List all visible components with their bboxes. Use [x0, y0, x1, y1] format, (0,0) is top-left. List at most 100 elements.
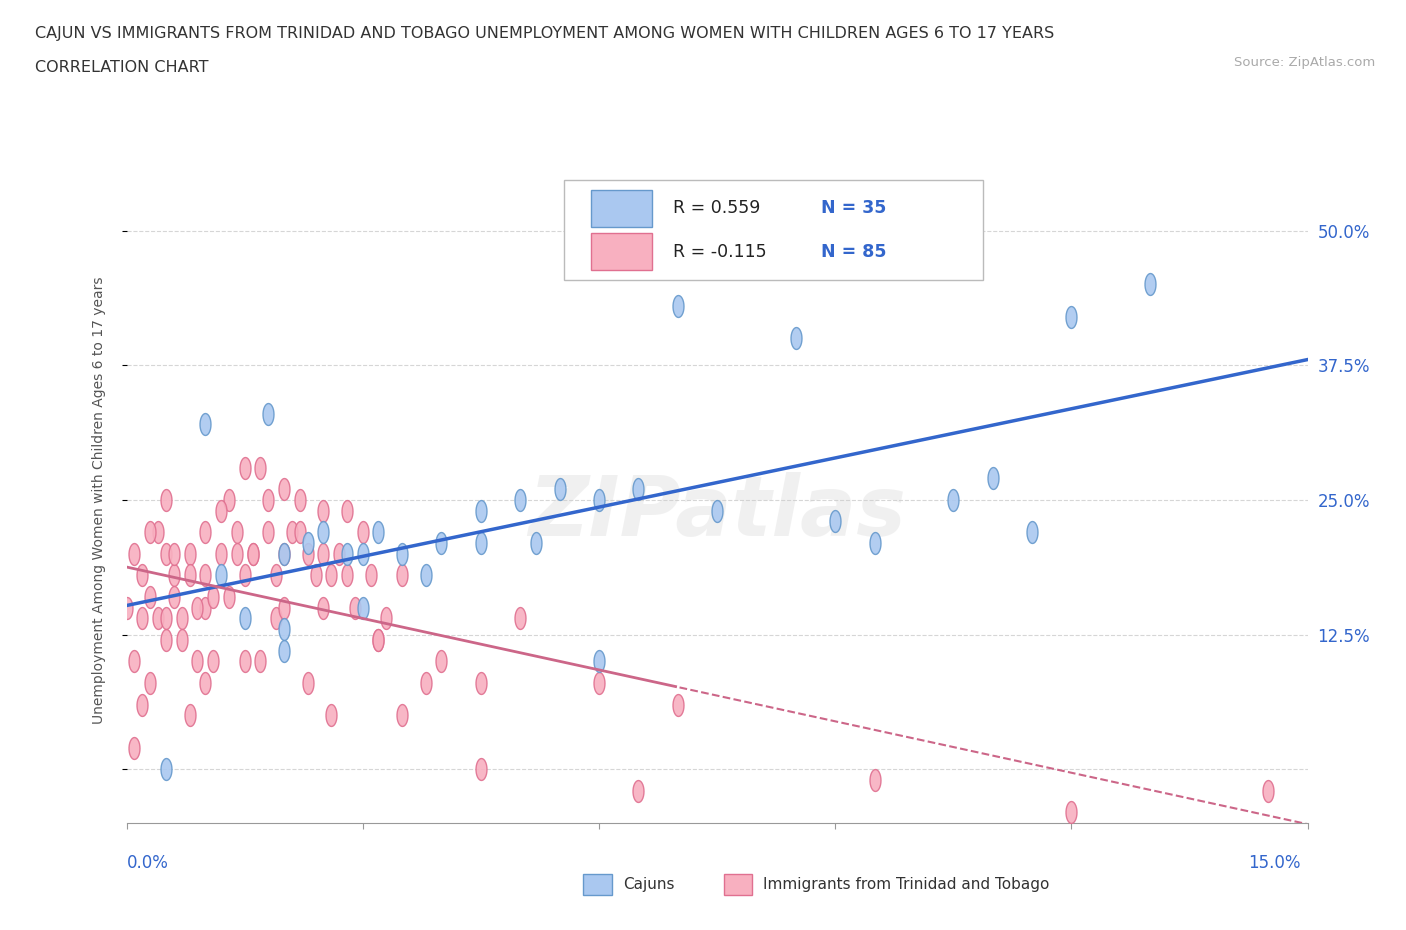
- Point: [288, 493, 311, 508]
- Point: [360, 568, 382, 583]
- Point: [352, 600, 374, 615]
- Point: [209, 503, 232, 518]
- Point: [824, 514, 846, 529]
- Point: [273, 546, 295, 561]
- Point: [273, 482, 295, 497]
- Point: [281, 525, 304, 539]
- Point: [785, 331, 807, 346]
- Point: [1021, 525, 1043, 539]
- Point: [273, 600, 295, 615]
- Point: [146, 611, 169, 626]
- Text: N = 35: N = 35: [821, 199, 886, 218]
- FancyBboxPatch shape: [564, 179, 983, 280]
- Point: [249, 654, 271, 669]
- Point: [942, 493, 965, 508]
- Point: [186, 654, 208, 669]
- Bar: [724, 874, 752, 895]
- Point: [124, 546, 146, 561]
- Point: [155, 493, 177, 508]
- Point: [194, 417, 217, 432]
- FancyBboxPatch shape: [591, 232, 652, 271]
- Point: [209, 546, 232, 561]
- Point: [257, 493, 280, 508]
- Point: [312, 546, 335, 561]
- Point: [155, 611, 177, 626]
- Point: [242, 546, 264, 561]
- Point: [588, 675, 610, 690]
- Point: [225, 525, 247, 539]
- Point: [233, 568, 256, 583]
- Text: R = 0.559: R = 0.559: [673, 199, 761, 218]
- Point: [218, 493, 240, 508]
- Point: [139, 590, 162, 604]
- Point: [209, 568, 232, 583]
- Point: [328, 546, 350, 561]
- Point: [706, 503, 728, 518]
- Point: [509, 493, 531, 508]
- Point: [273, 622, 295, 637]
- Point: [124, 654, 146, 669]
- Text: Immigrants from Trinidad and Tobago: Immigrants from Trinidad and Tobago: [763, 877, 1050, 892]
- Point: [666, 698, 689, 712]
- Point: [524, 536, 547, 551]
- Point: [249, 460, 271, 475]
- Point: [1257, 783, 1279, 798]
- Point: [415, 568, 437, 583]
- Point: [375, 611, 398, 626]
- Point: [194, 600, 217, 615]
- Point: [336, 568, 359, 583]
- Point: [163, 590, 186, 604]
- Point: [163, 546, 186, 561]
- Point: [273, 644, 295, 658]
- Point: [391, 708, 413, 723]
- Point: [367, 632, 389, 647]
- Point: [367, 632, 389, 647]
- Point: [218, 590, 240, 604]
- Point: [588, 493, 610, 508]
- Text: R = -0.115: R = -0.115: [673, 243, 768, 260]
- Point: [233, 460, 256, 475]
- Point: [588, 654, 610, 669]
- Point: [1060, 310, 1083, 325]
- Point: [470, 503, 492, 518]
- Text: N = 85: N = 85: [821, 243, 887, 260]
- Point: [1060, 804, 1083, 819]
- Point: [163, 568, 186, 583]
- Point: [352, 546, 374, 561]
- Point: [139, 675, 162, 690]
- Point: [352, 525, 374, 539]
- Point: [297, 675, 319, 690]
- Point: [131, 611, 153, 626]
- Point: [391, 568, 413, 583]
- Point: [509, 611, 531, 626]
- Point: [367, 525, 389, 539]
- Text: 15.0%: 15.0%: [1249, 854, 1301, 872]
- Text: 0.0%: 0.0%: [127, 854, 169, 872]
- Point: [186, 600, 208, 615]
- Point: [336, 546, 359, 561]
- Point: [155, 632, 177, 647]
- Point: [1139, 277, 1161, 292]
- Point: [321, 568, 343, 583]
- Point: [470, 762, 492, 777]
- Point: [297, 536, 319, 551]
- Point: [257, 406, 280, 421]
- Point: [202, 590, 225, 604]
- Point: [273, 546, 295, 561]
- Point: [415, 675, 437, 690]
- Point: [242, 546, 264, 561]
- Text: Cajuns: Cajuns: [623, 877, 675, 892]
- Point: [470, 675, 492, 690]
- Point: [155, 546, 177, 561]
- Point: [343, 600, 366, 615]
- Point: [336, 503, 359, 518]
- Point: [194, 675, 217, 690]
- Point: [155, 762, 177, 777]
- Point: [321, 708, 343, 723]
- Point: [312, 503, 335, 518]
- Point: [863, 536, 886, 551]
- Point: [179, 568, 201, 583]
- Point: [194, 525, 217, 539]
- FancyBboxPatch shape: [591, 190, 652, 227]
- Point: [312, 600, 335, 615]
